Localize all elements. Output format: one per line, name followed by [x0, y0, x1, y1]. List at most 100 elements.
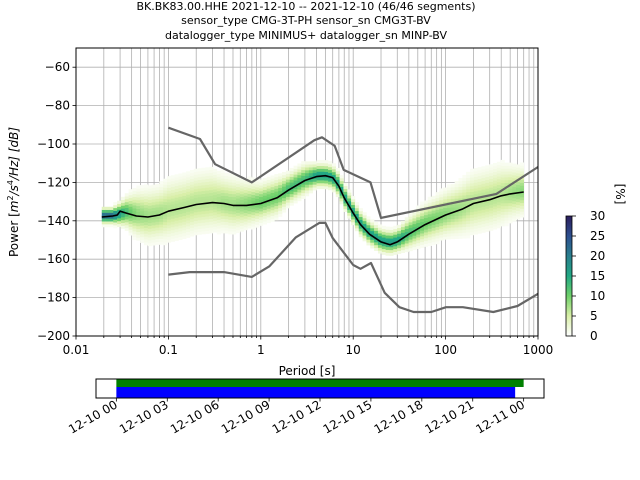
histogram-cell	[159, 221, 164, 225]
histogram-cell	[205, 178, 210, 182]
histogram-cell	[232, 211, 237, 215]
histogram-cell	[155, 224, 160, 228]
histogram-cell	[374, 244, 379, 249]
histogram-cell	[228, 187, 233, 192]
histogram-cell	[189, 224, 195, 228]
y-axis-label-mid: /s	[7, 185, 21, 196]
histogram-cell	[201, 225, 206, 229]
histogram-cell	[496, 219, 501, 223]
histogram-cell	[485, 199, 490, 204]
histogram-cell	[389, 238, 394, 242]
histogram-cell	[170, 209, 175, 213]
histogram-cell	[516, 190, 521, 194]
histogram-cell	[408, 224, 413, 229]
histogram-cell	[439, 208, 444, 212]
histogram-cell	[339, 178, 344, 182]
histogram-cell	[220, 189, 225, 194]
histogram-cell	[212, 171, 218, 175]
histogram-cell	[205, 221, 210, 226]
histogram-cell	[389, 252, 394, 256]
histogram-cell	[220, 212, 225, 217]
histogram-cell	[151, 236, 156, 240]
histogram-cell	[443, 193, 448, 197]
histogram-cell	[224, 192, 229, 197]
histogram-cell	[186, 220, 191, 224]
histogram-cell	[354, 207, 360, 212]
histogram-cell	[247, 202, 252, 206]
histogram-cell	[431, 224, 436, 228]
histogram-cell	[124, 216, 129, 220]
histogram-cell	[205, 193, 210, 197]
histogram-cell	[397, 244, 402, 249]
histogram-cell	[473, 205, 478, 209]
histogram-cell	[117, 212, 122, 216]
histogram-cell	[266, 176, 271, 180]
histogram-cell	[170, 229, 175, 234]
histogram-cell	[493, 209, 498, 213]
histogram-cell	[331, 189, 337, 193]
histogram-cell	[446, 204, 452, 208]
histogram-cell	[143, 184, 149, 188]
histogram-cell	[197, 225, 202, 229]
histogram-cell	[469, 168, 475, 172]
histogram-cell	[446, 213, 452, 217]
histogram-cell	[197, 228, 202, 232]
histogram-cell	[128, 215, 133, 219]
histogram-cell	[485, 168, 490, 172]
histogram-cell	[362, 212, 367, 216]
histogram-cell	[278, 190, 283, 194]
histogram-cell	[113, 202, 118, 206]
histogram-cell	[255, 221, 260, 225]
histogram-cell	[228, 208, 233, 212]
histogram-cell	[493, 194, 498, 198]
histogram-cell	[496, 207, 501, 211]
histogram-cell	[408, 245, 413, 249]
histogram-cell	[182, 221, 187, 225]
histogram-cell	[512, 183, 517, 187]
histogram-cell	[285, 193, 291, 197]
histogram-cell	[469, 206, 475, 210]
histogram-cell	[178, 210, 183, 215]
histogram-cell	[209, 184, 214, 188]
histogram-cell	[278, 207, 283, 212]
histogram-cell	[385, 252, 390, 256]
histogram-cell	[316, 180, 321, 184]
histogram-cell	[189, 175, 195, 179]
histogram-cell	[259, 216, 264, 221]
histogram-cell	[220, 215, 225, 219]
histogram-cell	[377, 233, 383, 237]
histogram-cell	[427, 242, 432, 246]
histogram-cell	[477, 207, 482, 211]
histogram-cell	[266, 185, 271, 189]
histogram-cell	[485, 171, 490, 175]
histogram-cell	[147, 185, 152, 189]
histogram-cell	[308, 178, 314, 182]
histogram-cell	[228, 219, 233, 223]
histogram-cell	[255, 201, 260, 205]
histogram-cell	[366, 222, 371, 226]
histogram-cell	[136, 188, 141, 192]
histogram-cell	[212, 229, 218, 233]
histogram-cell	[117, 203, 122, 207]
histogram-cell	[236, 227, 241, 231]
histogram-cell	[163, 195, 168, 200]
histogram-cell	[504, 177, 509, 181]
histogram-cell	[140, 208, 145, 212]
histogram-cell	[354, 225, 360, 229]
histogram-cell	[212, 203, 218, 207]
histogram-cell	[197, 168, 202, 172]
histogram-cell	[163, 224, 168, 228]
histogram-cell	[500, 200, 505, 204]
histogram-cell	[155, 204, 160, 208]
histogram-cell	[489, 224, 494, 228]
histogram-cell	[193, 206, 198, 210]
histogram-cell	[301, 184, 306, 188]
histogram-cell	[469, 185, 475, 190]
histogram-cell	[132, 233, 137, 238]
histogram-cell	[458, 192, 463, 196]
histogram-cell	[201, 205, 206, 209]
histogram-cell	[132, 202, 137, 206]
histogram-cell	[305, 181, 310, 185]
histogram-cell	[420, 215, 425, 220]
